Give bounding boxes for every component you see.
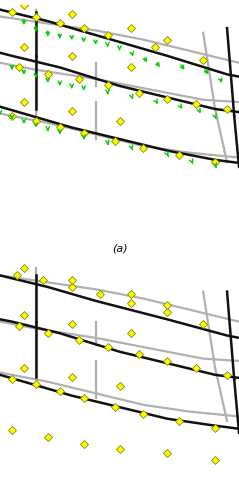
Text: (a): (a) [112,243,127,253]
